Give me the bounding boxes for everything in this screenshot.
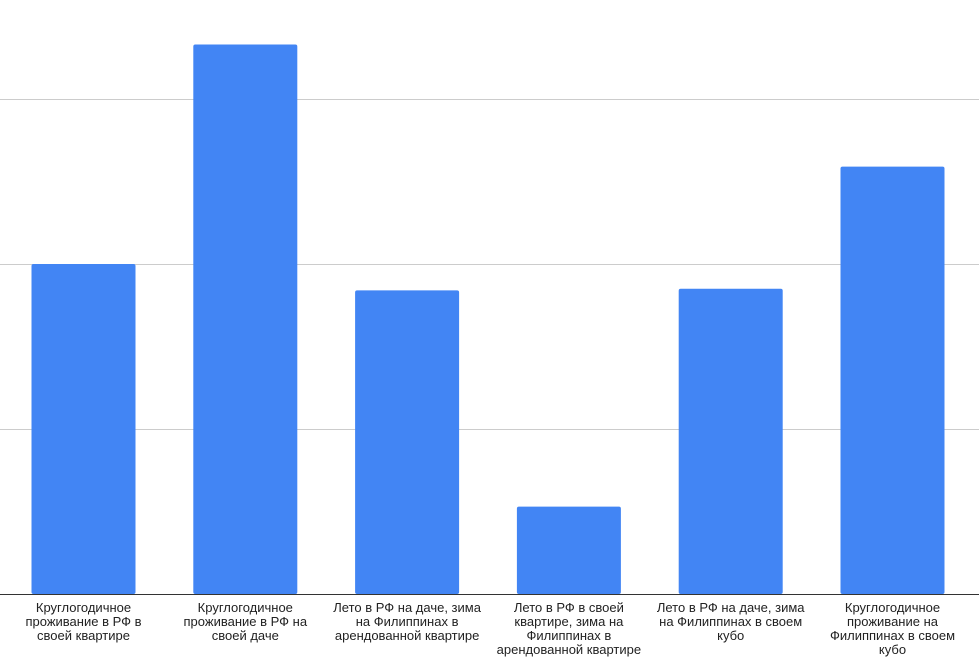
bar-1 xyxy=(31,264,136,594)
bar-5 xyxy=(678,288,783,594)
x-tick-label-5: Лето в РФ на даче, зима на Филиппинах в … xyxy=(656,600,805,643)
bar-4 xyxy=(516,506,621,594)
x-tick-label-3: Лето в РФ на даче, зима на Филиппинах в … xyxy=(333,600,481,643)
bar-3 xyxy=(355,290,460,594)
x-tick-label-1: Круглогодичное проживание в РФ в своей к… xyxy=(25,600,142,643)
x-tick-label-2: Круглогодичное проживание в РФ на своей … xyxy=(183,600,308,643)
bar-6 xyxy=(840,166,945,594)
x-tick-label-6: Круглогодичное проживание на Филиппинах … xyxy=(829,600,956,657)
x-tick-label-4: Лето в РФ в своей квартире, зима на Фили… xyxy=(496,600,642,657)
bar-2 xyxy=(193,44,298,594)
